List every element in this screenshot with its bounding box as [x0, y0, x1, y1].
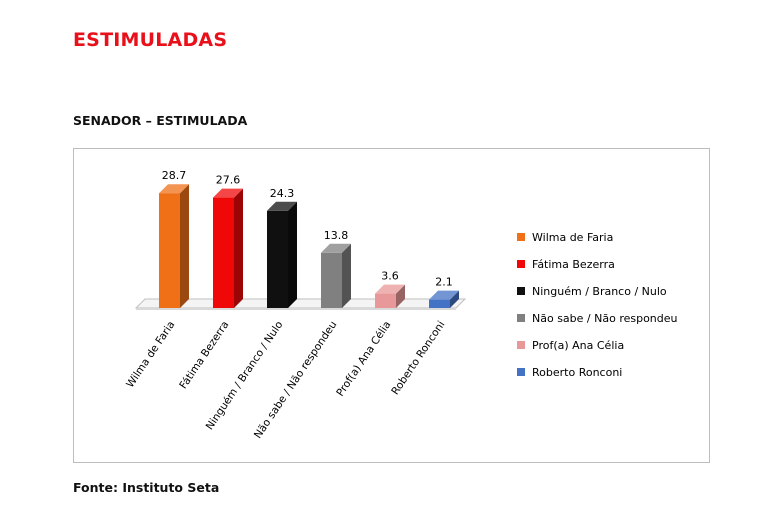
legend-label-5: Prof(a) Ana Célia: [532, 339, 624, 352]
bar-top-4: [321, 243, 351, 253]
bar-4: [321, 252, 342, 308]
bar-side-1: [180, 184, 189, 308]
legend-swatch-3: [517, 287, 525, 295]
bar-2: [213, 197, 234, 308]
bar-chart: 28.7 Wilma de Faria 27.6 Fátima Bezerra 24.3…: [124, 169, 678, 441]
data-label-5: 3.6: [381, 270, 399, 283]
data-label-6: 2.1: [435, 276, 453, 289]
category-label-6: Roberto Ronconi: [389, 319, 447, 397]
source-note: Fonte: Instituto Seta: [73, 480, 220, 495]
legend-label-2: Fátima Bezerra: [532, 258, 615, 271]
data-label-3: 24.3: [270, 187, 295, 200]
bar-side-5: [396, 284, 405, 308]
bar-5: [375, 293, 396, 308]
legend-swatch-4: [517, 314, 525, 322]
bar-side-4: [342, 243, 351, 308]
category-label-1: Wilma de Faria: [124, 319, 177, 390]
legend-swatch-6: [517, 368, 525, 376]
bar-1: [159, 193, 180, 308]
chart-frame: 28.7 Wilma de Faria 27.6 Fátima Bezerra 24.3…: [73, 148, 710, 463]
bar-top-3: [267, 201, 297, 211]
bar-side-6: [450, 290, 459, 308]
legend-swatch-5: [517, 341, 525, 349]
data-label-2: 27.6: [216, 174, 241, 187]
legend-label-3: Ninguém / Branco / Nulo: [532, 285, 667, 298]
bar-side-3: [288, 201, 297, 308]
legend-label-6: Roberto Ronconi: [532, 366, 622, 379]
chart-title: SENADOR – ESTIMULADA: [73, 113, 248, 128]
data-label-4: 13.8: [324, 229, 349, 242]
bar-6: [429, 299, 450, 308]
bar-side-2: [234, 188, 243, 308]
bar-3: [267, 210, 288, 308]
legend-label-1: Wilma de Faria: [532, 231, 613, 244]
bar-top-6: [429, 290, 459, 300]
legend-swatch-1: [517, 233, 525, 241]
data-label-1: 28.7: [162, 169, 187, 182]
legend-label-4: Não sabe / Não respondeu: [532, 312, 678, 325]
bar-top-2: [213, 188, 243, 198]
page-heading: ESTIMULADAS: [73, 29, 228, 51]
legend-swatch-2: [517, 260, 525, 268]
bar-top-5: [375, 284, 405, 294]
category-label-5: Prof(a) Ana Célia: [334, 319, 393, 399]
bar-top-1: [159, 184, 189, 194]
category-label-2: Fátima Bezerra: [177, 319, 231, 391]
